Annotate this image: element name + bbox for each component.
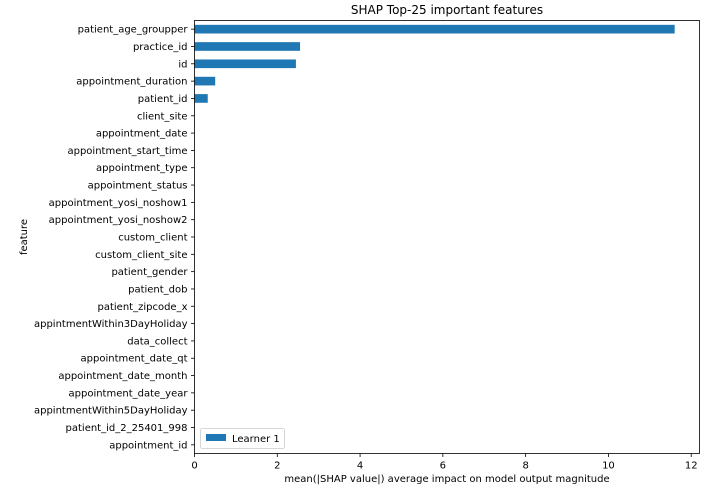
x-tick-label: 0: [191, 461, 197, 472]
y-tick-label: patient_age_groupper: [78, 25, 189, 36]
y-tick-label: patient_gender: [111, 267, 188, 278]
x-axis-ticks: 0 2 4 6 8 10 12: [191, 453, 698, 472]
y-tick-label: patient_id_2_25401_998: [66, 423, 188, 434]
y-tick-label: appointment_status: [88, 181, 188, 192]
y-tick-label: id: [178, 59, 187, 70]
x-tick-label: 4: [357, 461, 363, 472]
y-tick-label: practice_id: [133, 42, 188, 53]
y-tick-label: appointment_date: [96, 129, 188, 140]
x-tick-label: 8: [522, 461, 528, 472]
bar-appointment_duration: [194, 76, 216, 86]
y-tick-label: custom_client: [118, 233, 187, 244]
plot-frame: [194, 20, 700, 454]
legend-swatch: [206, 434, 226, 441]
bar-patient_age_groupper: [194, 24, 675, 34]
y-tick-label: appointment_yosi_noshow2: [49, 215, 188, 226]
x-tick-label: 10: [602, 461, 615, 472]
y-tick-label: appointment_yosi_noshow1: [49, 198, 188, 209]
y-tick-label: patient_zipcode_x: [98, 302, 188, 313]
legend-frame: [200, 428, 285, 449]
x-tick-label: 12: [685, 461, 698, 472]
y-tick-label: patient_id: [138, 94, 188, 105]
y-tick-label: appointment_id: [109, 440, 187, 451]
y-tick-label: client_site: [137, 111, 188, 122]
y-tick-label: appointment_type: [96, 163, 187, 174]
chart-title: SHAP Top-25 important features: [351, 3, 543, 17]
y-tick-label: custom_client_site: [95, 250, 187, 261]
y-tick-label: appointment_date_qt: [81, 354, 188, 365]
x-tick-label: 2: [274, 461, 280, 472]
y-tick-label: data_collect: [127, 336, 187, 347]
legend-label: Learner 1: [232, 434, 280, 445]
y-tick-label: appintmentWithin3DayHoliday: [34, 319, 188, 330]
bar-id: [194, 59, 296, 69]
y-axis-label: feature: [19, 219, 30, 255]
bar-practice_id: [194, 42, 301, 51]
y-tick-label: appointment_date_month: [58, 371, 187, 382]
y-tick-label: patient_dob: [128, 284, 187, 295]
y-tick-label: appointment_duration: [76, 77, 187, 88]
y-tick-label: appintmentWithin5DayHoliday: [34, 406, 188, 417]
bar-patient_id: [194, 94, 208, 103]
legend: Learner 1: [200, 428, 285, 449]
y-tick-label: appointment_start_time: [67, 146, 187, 157]
x-axis-label: mean(|SHAP value|) average impact on mod…: [284, 474, 609, 485]
bars-group: [194, 24, 675, 103]
y-tick-label: appointment_date_year: [69, 388, 189, 399]
x-tick-label: 6: [440, 461, 446, 472]
